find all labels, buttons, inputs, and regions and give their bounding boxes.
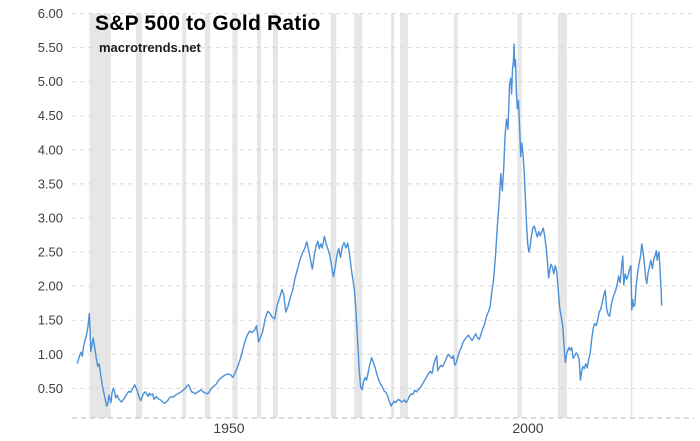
recession-band [400,13,408,418]
recession-band [257,13,261,418]
y-axis-tick-label: 5.00 [38,74,63,89]
recession-band [517,13,522,418]
y-axis-tick-label: 1.50 [38,313,63,328]
y-axis-tick-label: 3.50 [38,176,63,191]
recession-band [272,13,278,418]
y-axis-tick-label: 2.50 [38,245,63,260]
recession-band [558,13,567,418]
x-axis-tick-label: 2000 [512,420,543,436]
recession-band [391,13,394,418]
y-axis-tick-label: 4.50 [38,108,63,123]
recession-band [630,13,633,418]
recession-band [232,13,238,418]
y-axis-tick-label: 4.00 [38,142,63,157]
chart-subtitle: macrotrends.net [99,40,201,55]
chart-title: S&P 500 to Gold Ratio [95,12,321,35]
y-axis-tick-label: 2.00 [38,279,63,294]
recession-band [89,13,111,418]
y-axis-tick-label: 1.00 [38,347,63,362]
y-axis-tick-label: 6.00 [38,6,63,21]
recession-band [204,13,211,418]
recession-band [453,13,458,418]
y-axis-tick-label: 0.50 [38,381,63,396]
y-axis-tick-label: 5.50 [38,40,63,55]
recession-band [135,13,143,418]
recession-band [330,13,337,418]
recession-band [354,13,363,418]
x-axis-tick-label: 1950 [213,420,244,436]
ratio-line-series [76,43,663,407]
y-axis-tick-label: 3.00 [38,211,63,226]
recession-band [182,13,187,418]
